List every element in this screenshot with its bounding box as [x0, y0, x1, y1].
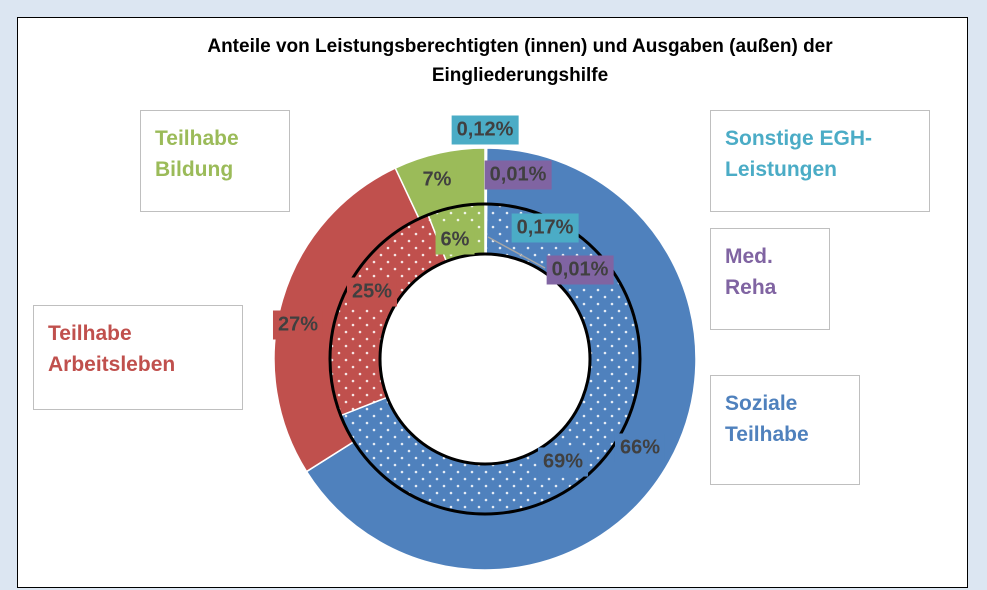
category-label: Med. Reha [710, 228, 830, 330]
category-label: Sonstige EGH-Leistungen [710, 110, 930, 212]
data-label: 27% [272, 310, 324, 340]
data-label: 6% [435, 225, 475, 255]
data-label: 66% [614, 433, 666, 463]
category-label: Soziale Teilhabe [710, 375, 860, 485]
leader-line [487, 236, 546, 269]
data-label: 0,17% [511, 213, 579, 243]
category-label: Teilhabe Arbeitsleben [33, 305, 243, 410]
ring-border [328, 202, 642, 516]
data-label: 25% [346, 277, 398, 307]
chart-title: Anteile von Leistungsberechtigten (innen… [207, 36, 833, 86]
data-label: 0,01% [546, 255, 614, 285]
ring-border [378, 252, 592, 466]
data-label: 0,12% [451, 115, 519, 145]
data-label: 0,01% [484, 160, 552, 190]
data-label: 69% [537, 447, 589, 477]
data-label: 7% [417, 165, 457, 195]
category-label: Teilhabe Bildung [140, 110, 290, 212]
